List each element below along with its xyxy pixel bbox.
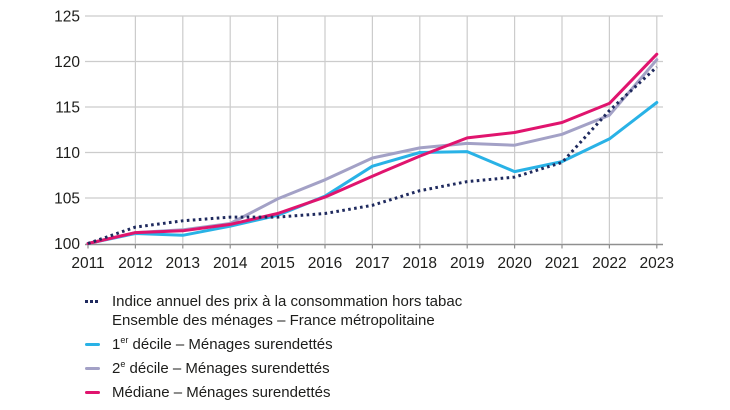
x-tick-label: 2014 xyxy=(213,255,248,272)
y-tick-label: 120 xyxy=(54,54,80,71)
y-tick-label: 110 xyxy=(55,145,80,162)
y-tick-label: 115 xyxy=(55,100,80,117)
series-cpi xyxy=(87,65,658,245)
legend-item-decile-1: 1er décile – Ménages surendettés xyxy=(85,335,462,354)
series-decile-1 xyxy=(86,101,659,245)
x-tick-label: 2020 xyxy=(497,255,532,272)
y-tick-label: 100 xyxy=(54,236,80,253)
x-tick-label: 2012 xyxy=(118,255,152,272)
chart-legend: Indice annuel des prix à la consommation… xyxy=(85,292,462,407)
x-axis xyxy=(85,243,663,249)
legend-label: 1er décile – Ménages surendettés xyxy=(112,335,333,354)
dot xyxy=(95,300,98,303)
legend-label-line: Indice annuel des prix à la consommation… xyxy=(112,293,463,310)
y-tick-label: 125 xyxy=(54,9,80,26)
line xyxy=(85,391,100,394)
legend-item-decile-2: 2e décile – Ménages surendettés xyxy=(85,359,462,378)
line xyxy=(85,367,100,370)
x-tick-label: 2019 xyxy=(450,255,484,272)
legend-label-line: Médiane – Ménages surendettés xyxy=(112,384,331,401)
line-swatch-icon xyxy=(85,391,104,394)
dotted-line-swatch-icon xyxy=(85,300,104,303)
line-swatch-icon xyxy=(85,367,104,370)
dot xyxy=(90,300,93,303)
x-tick-label: 2023 xyxy=(640,255,674,272)
x-tick-label: 2016 xyxy=(308,255,342,272)
legend-item-mediane: Médiane – Ménages surendettés xyxy=(85,383,462,402)
h-gridlines xyxy=(85,15,663,199)
x-tick-label: 2011 xyxy=(71,255,104,272)
x-axis-labels: 2011 2012 2013 2014 2015 2016 2017 2018 2019 2020… xyxy=(71,255,674,272)
line-swatch-icon xyxy=(85,343,104,346)
legend-label-line: Ensemble des ménages – France métropolit… xyxy=(112,312,435,329)
legend-label-line: 1er décile – Ménages surendettés xyxy=(112,335,333,354)
x-tick-label: 2013 xyxy=(166,255,200,272)
x-tick-label: 2015 xyxy=(260,255,294,272)
legend-label-line: 2e décile – Ménages surendettés xyxy=(112,359,330,378)
series xyxy=(86,52,659,245)
series-mediane xyxy=(86,52,659,245)
x-tick-label: 2021 xyxy=(545,255,579,272)
legend-label: Médiane – Ménages surendettés xyxy=(112,383,330,402)
legend-label: 2e décile – Ménages surendettés xyxy=(112,359,330,378)
x-tick-label: 2017 xyxy=(355,255,389,272)
x-tick-label: 2018 xyxy=(403,255,437,272)
dot xyxy=(85,300,88,303)
line xyxy=(85,343,100,346)
y-tick-label: 105 xyxy=(54,191,80,208)
x-tick-label: 2022 xyxy=(592,255,626,272)
v-gridlines xyxy=(134,16,658,244)
y-axis-labels: 100 105 110 115 120 125 xyxy=(54,9,80,254)
legend-label: Indice annuel des prix à la consommation… xyxy=(112,292,462,330)
legend-item-cpi: Indice annuel des prix à la consommation… xyxy=(85,292,462,330)
